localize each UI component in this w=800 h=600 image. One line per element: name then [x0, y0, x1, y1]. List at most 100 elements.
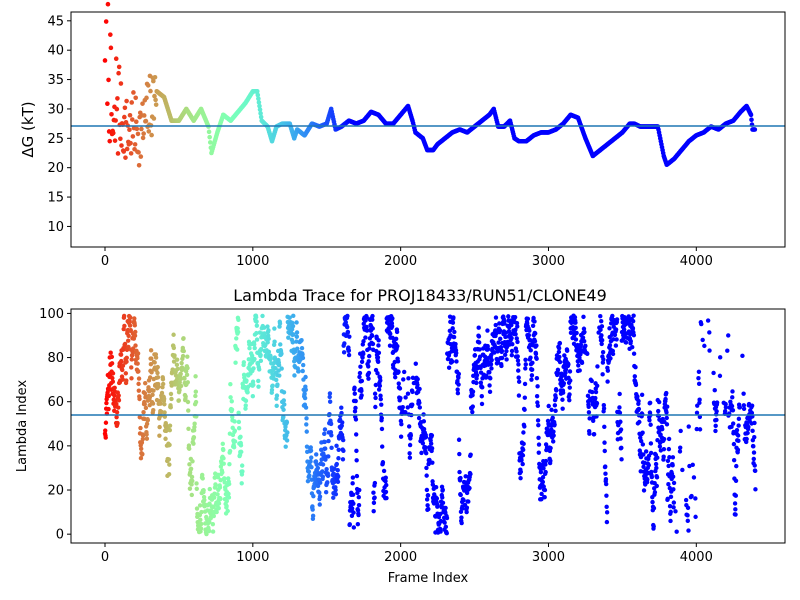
bottom-plot-frame	[70, 308, 786, 544]
x-tick-label: 3000	[532, 550, 565, 565]
delta-g-point	[102, 58, 108, 63]
lambda-point	[307, 473, 312, 478]
lambda-point	[654, 483, 660, 489]
lambda-point	[645, 477, 650, 482]
lambda-point	[369, 333, 375, 339]
lambda-point	[247, 346, 252, 351]
lambda-point	[275, 382, 280, 387]
lambda-point	[440, 500, 446, 506]
lambda-point	[159, 390, 165, 396]
x-tick-label: 0	[101, 550, 109, 565]
delta-g-point	[151, 78, 156, 84]
lambda-point	[693, 514, 698, 520]
lambda-point	[221, 447, 226, 453]
lambda-point	[384, 482, 389, 488]
lambda-point	[468, 452, 473, 457]
lambda-point	[563, 370, 568, 375]
lambda-point	[714, 417, 719, 423]
lambda-point	[649, 469, 654, 475]
x-tick-label: 4000	[680, 550, 713, 565]
lambda-point	[474, 380, 479, 386]
lambda-point	[562, 353, 567, 358]
lambda-point	[731, 421, 736, 426]
lambda-point	[243, 406, 248, 411]
lambda-point	[189, 482, 194, 487]
y-tick-label: 15	[47, 191, 64, 206]
lambda-point	[535, 418, 541, 423]
lambda-point	[353, 417, 359, 422]
lambda-point	[478, 380, 484, 385]
lambda-point	[667, 503, 673, 509]
lambda-point	[301, 362, 306, 368]
lambda-point	[158, 401, 163, 406]
x-tick-label: 3000	[532, 254, 565, 269]
delta-g-point	[127, 112, 133, 118]
lambda-point	[509, 352, 515, 358]
lambda-point	[149, 356, 154, 361]
lambda-point	[631, 313, 636, 318]
lambda-point	[603, 476, 609, 482]
lambda-point	[567, 369, 573, 374]
lambda-point	[746, 424, 751, 430]
lambda-point	[397, 386, 403, 391]
lambda-point	[329, 433, 334, 438]
lambda-point	[429, 433, 435, 438]
lambda-point	[536, 450, 541, 455]
lambda-point	[516, 368, 521, 373]
lambda-point	[576, 363, 581, 368]
lambda-point	[455, 391, 461, 396]
lambda-point	[305, 478, 311, 484]
lambda-point	[542, 494, 547, 500]
y-tick-label: 45	[47, 14, 64, 29]
lambda-point	[640, 442, 646, 447]
lambda-point	[136, 376, 142, 381]
lambda-point	[608, 356, 613, 361]
lambda-point	[735, 447, 741, 453]
lambda-point	[516, 375, 521, 380]
lambda-point	[114, 410, 120, 415]
lambda-point	[541, 466, 546, 471]
lambda-point	[650, 499, 655, 505]
lambda-point	[128, 327, 133, 333]
lambda-point	[515, 354, 520, 359]
lambda-point	[600, 372, 605, 377]
lambda-point	[726, 333, 731, 338]
lambda-point	[139, 440, 145, 445]
lambda-point	[398, 396, 403, 401]
lambda-point	[489, 352, 494, 358]
lambda-point	[310, 504, 315, 509]
lambda-point	[186, 408, 191, 413]
lambda-point	[240, 469, 245, 474]
lambda-point	[667, 485, 673, 491]
lambda-point	[600, 349, 606, 355]
lambda-point	[604, 504, 609, 510]
lambda-point	[294, 320, 299, 325]
lambda-point	[226, 491, 231, 497]
lambda-point	[631, 332, 637, 338]
lambda-point	[335, 479, 341, 485]
lambda-point	[426, 461, 432, 466]
lambda-point	[751, 444, 756, 449]
lambda-point	[685, 513, 690, 518]
lambda-point	[315, 465, 321, 471]
lambda-point	[162, 410, 167, 415]
delta-g-point	[749, 117, 754, 123]
delta-g-point	[207, 134, 212, 140]
lambda-point	[286, 335, 291, 340]
lambda-point	[405, 391, 411, 396]
delta-g-point	[110, 130, 116, 136]
lambda-point	[355, 508, 361, 513]
lambda-point	[191, 428, 197, 433]
lambda-point	[533, 331, 538, 336]
lambda-point	[419, 450, 424, 456]
lambda-point	[310, 507, 315, 512]
lambda-point	[697, 427, 703, 432]
lambda-point	[130, 353, 135, 358]
lambda-point	[447, 328, 453, 334]
lambda-point	[641, 488, 647, 493]
lambda-point	[516, 393, 522, 398]
lambda-point	[193, 374, 198, 379]
x-tick-label: 2000	[384, 550, 417, 565]
lambda-point	[176, 398, 181, 403]
lambda-point	[455, 378, 460, 384]
